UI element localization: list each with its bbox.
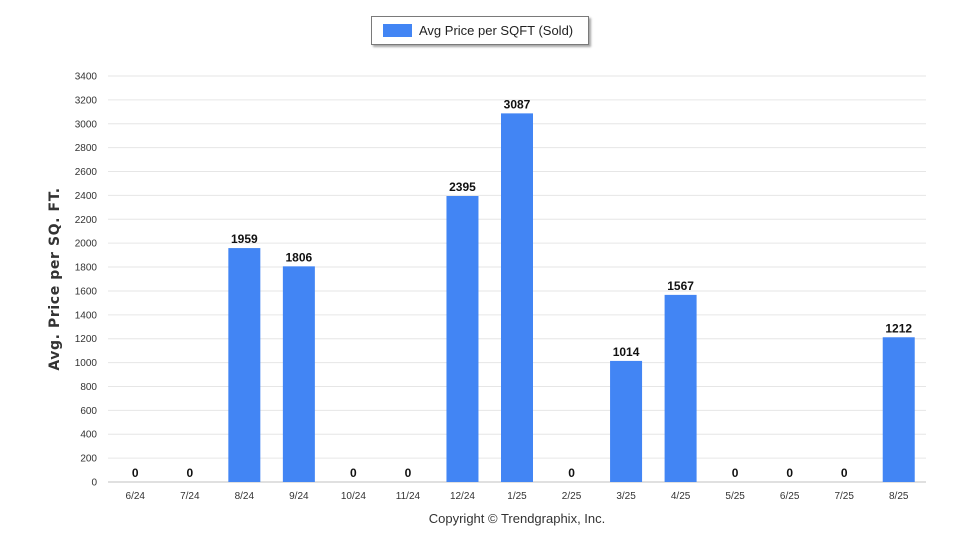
bar bbox=[446, 196, 479, 482]
y-tick-label: 1800 bbox=[75, 263, 98, 274]
y-tick-label: 2800 bbox=[75, 143, 98, 154]
y-tick-label: 1400 bbox=[75, 310, 98, 321]
x-tick-label: 5/25 bbox=[725, 491, 745, 502]
copyright-text: Copyright © Trendgraphix, Inc. bbox=[428, 511, 606, 526]
x-tick-label: 1/25 bbox=[507, 491, 527, 502]
x-tick-label: 6/25 bbox=[780, 491, 800, 502]
bar-value-label: 2395 bbox=[449, 180, 476, 194]
y-tick-label: 2400 bbox=[75, 191, 98, 202]
y-tick-label: 0 bbox=[91, 478, 97, 489]
y-tick-label: 600 bbox=[80, 406, 97, 417]
y-tick-label: 2200 bbox=[75, 215, 98, 226]
bar-value-label: 0 bbox=[841, 466, 848, 480]
bar bbox=[228, 248, 261, 482]
bar-value-label: 0 bbox=[350, 466, 357, 480]
bar bbox=[882, 337, 915, 482]
bar-value-label: 0 bbox=[132, 466, 139, 480]
bar-value-label: 1959 bbox=[231, 232, 258, 246]
x-tick-label: 6/24 bbox=[126, 491, 146, 502]
x-tick-label: 10/24 bbox=[341, 491, 366, 502]
bar-value-label: 0 bbox=[186, 466, 193, 480]
bar-value-label: 1014 bbox=[613, 345, 640, 359]
bar-value-label: 1212 bbox=[885, 321, 912, 335]
y-tick-label: 1600 bbox=[75, 286, 98, 297]
x-tick-label: 2/25 bbox=[562, 491, 582, 502]
bar-value-label: 0 bbox=[568, 466, 575, 480]
bar-value-label: 0 bbox=[786, 466, 793, 480]
y-tick-label: 800 bbox=[80, 382, 97, 393]
y-tick-label: 3200 bbox=[75, 95, 98, 106]
bar-value-label: 0 bbox=[732, 466, 739, 480]
legend-swatch bbox=[383, 24, 412, 37]
x-tick-label: 8/24 bbox=[235, 491, 255, 502]
x-tick-label: 4/25 bbox=[671, 491, 691, 502]
bar-value-label: 0 bbox=[405, 466, 412, 480]
y-axis-title: Avg. Price per SQ. FT. bbox=[47, 187, 63, 370]
bar-value-label: 3087 bbox=[504, 97, 531, 111]
y-tick-label: 1000 bbox=[75, 358, 98, 369]
chart-legend: Avg Price per SQFT (Sold) bbox=[371, 16, 589, 45]
bar bbox=[610, 360, 643, 482]
bar bbox=[501, 113, 533, 482]
x-tick-label: 7/24 bbox=[180, 491, 200, 502]
bar-value-label: 1806 bbox=[286, 250, 313, 264]
y-tick-label: 200 bbox=[80, 454, 97, 465]
y-tick-label: 3000 bbox=[75, 119, 98, 130]
x-tick-label: 11/24 bbox=[396, 491, 421, 502]
legend-label: Avg Price per SQFT (Sold) bbox=[419, 23, 574, 38]
y-tick-label: 3400 bbox=[75, 72, 98, 83]
x-tick-label: 9/24 bbox=[289, 491, 309, 502]
bar bbox=[282, 266, 315, 482]
y-tick-label: 400 bbox=[80, 430, 97, 441]
x-tick-label: 8/25 bbox=[889, 491, 909, 502]
y-tick-label: 1200 bbox=[75, 334, 98, 345]
y-tick-label: 2600 bbox=[75, 167, 98, 178]
y-tick-label: 2000 bbox=[75, 239, 98, 250]
x-tick-label: 12/24 bbox=[450, 491, 475, 502]
x-tick-label: 7/25 bbox=[834, 491, 854, 502]
x-tick-label: 3/25 bbox=[616, 491, 636, 502]
bar bbox=[664, 294, 697, 482]
bar-value-label: 1567 bbox=[667, 279, 694, 293]
